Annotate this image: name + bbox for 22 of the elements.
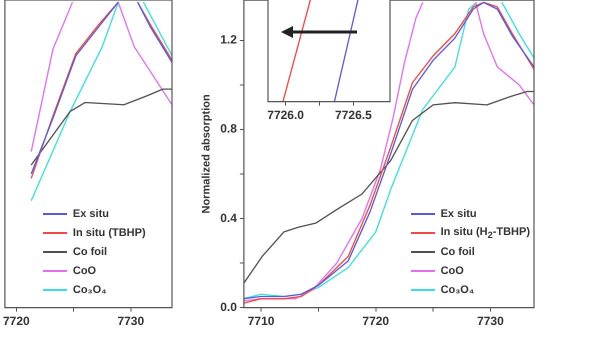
x-tick-label: 7710: [248, 314, 275, 328]
y-tick-label: 0.0: [220, 300, 238, 314]
legend-label: Ex situ: [72, 208, 109, 220]
legend-label: CoO: [72, 265, 96, 278]
legend-label: Co foil: [72, 246, 108, 258]
y-tick-label: 0.4: [220, 210, 238, 225]
x-tick-label: 7726.5: [335, 108, 372, 122]
y-tick-label: 1.2: [220, 32, 238, 47]
legend-label: In situ (TBHP): [72, 227, 146, 240]
x-tick-label: 7726.0: [267, 108, 304, 122]
legend-label: Ex situ: [440, 208, 477, 220]
y-axis-title: Normalized absorption: [200, 94, 213, 214]
legend-label: Co₃O₄: [440, 284, 474, 296]
legend-label: Co₃O₄: [72, 284, 106, 296]
x-tick-label: 7730: [117, 314, 144, 328]
legend-label: Co foil: [440, 246, 475, 258]
x-tick-label: 7720: [2, 314, 30, 328]
legend-label: In situ (H$_{2}$-TBHP): [440, 226, 530, 240]
x-tick-label: 7720: [362, 314, 390, 328]
x-tick-label: 7730: [477, 314, 504, 328]
y-tick-label: 0.8: [220, 122, 238, 136]
legend-label: CoO: [440, 265, 464, 278]
